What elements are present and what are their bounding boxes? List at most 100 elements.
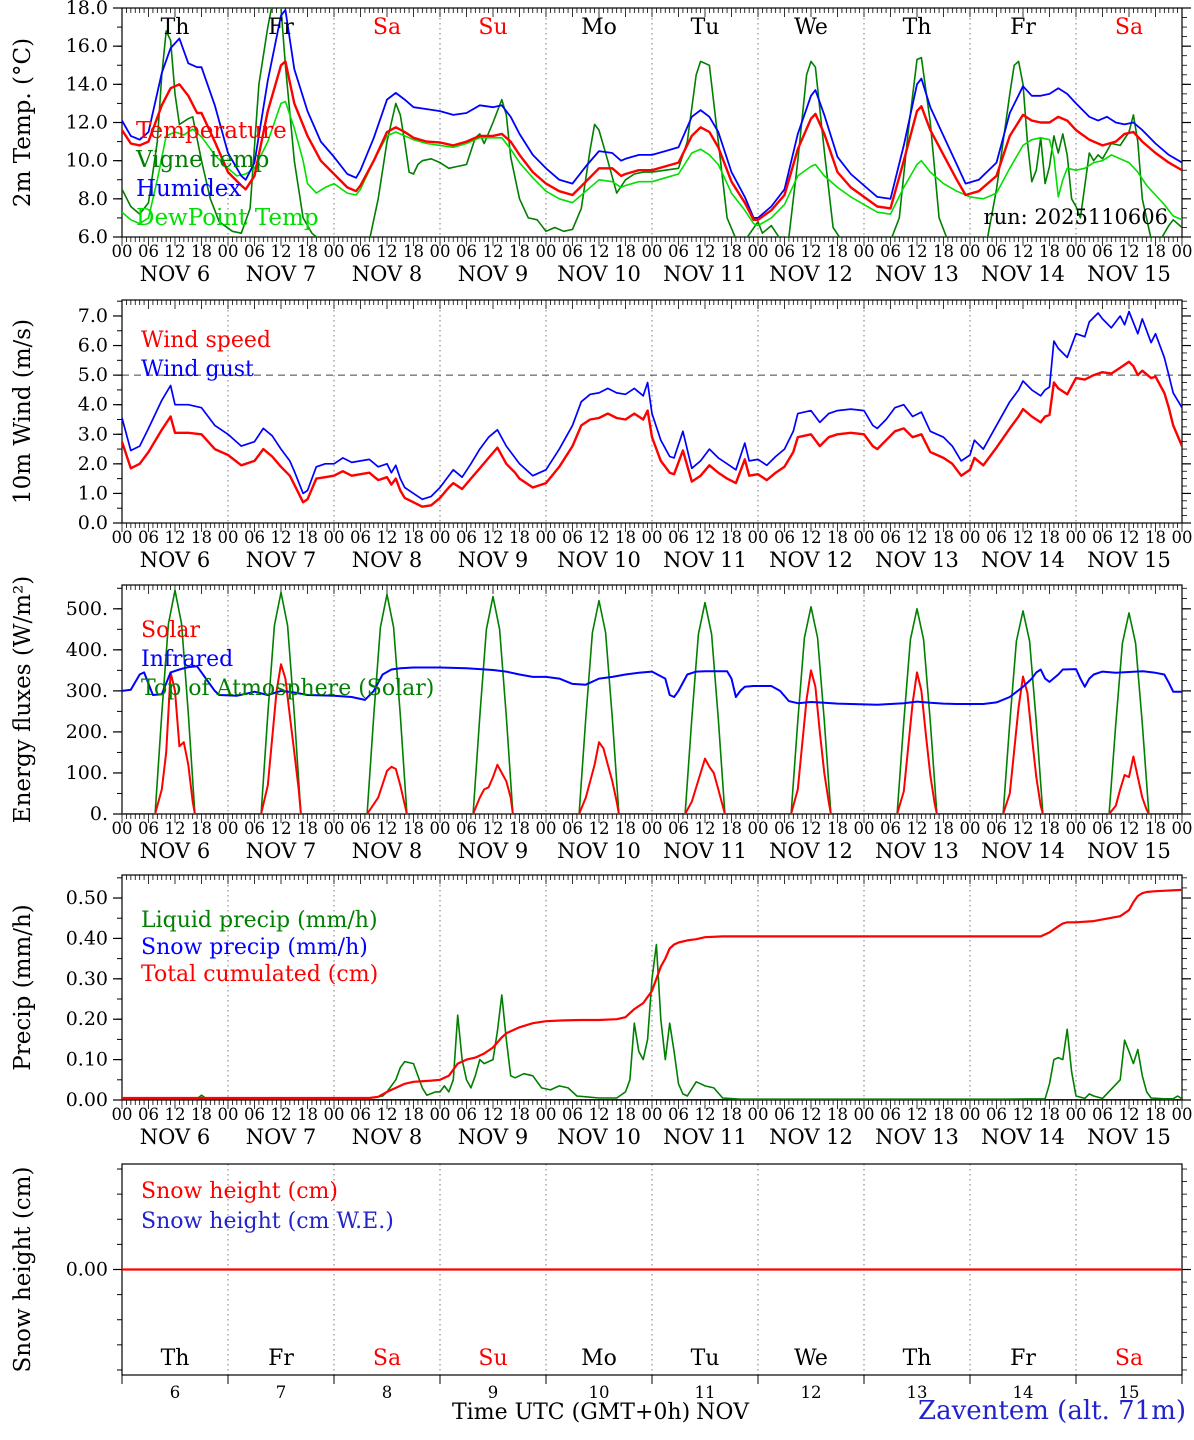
hour-tick-label: 06 [1092,528,1113,547]
hour-tick-label: 12 [1119,819,1140,838]
hour-tick-label: 12 [907,819,928,838]
hour-tick-label: 12 [1013,1105,1034,1124]
hour-tick-label: 18 [509,528,530,547]
day-label: NOV 15 [1087,548,1171,572]
hour-tick-label: 00 [324,242,345,261]
hour-tick-label: 12 [589,528,610,547]
hour-tick-label: 18 [1145,242,1166,261]
hour-tick-label: 18 [297,528,318,547]
hour-tick-label: 06 [986,819,1007,838]
hour-tick-label: 18 [827,528,848,547]
hour-tick-label: 12 [801,1105,822,1124]
hour-tick-label: 18 [403,1105,424,1124]
hour-tick-label: 00 [536,242,557,261]
day-label: NOV 15 [1087,262,1171,286]
energy-panel: 0. 100. 200. 300. 400. 500. Solar Infrared Top o… [10,576,1193,863]
y-tick-label: 6.0 [78,335,108,357]
dow-label-bottom: Tu [691,1346,720,1371]
day-label: NOV 11 [663,548,747,572]
hour-tick-label: 12 [695,819,716,838]
day-label: NOV 13 [875,839,959,863]
hour-tick-label: 12 [589,1105,610,1124]
day-label: NOV 8 [352,1125,422,1149]
y-tick-label: 0.00 [66,1089,108,1111]
hour-tick-label: 12 [271,1105,292,1124]
day-label: NOV 7 [246,1125,316,1149]
hour-tick-label: 06 [668,242,689,261]
day-number: 6 [170,1383,181,1402]
hour-tick-label: 06 [880,528,901,547]
hour-tick-label: 06 [562,242,583,261]
day-label: NOV 9 [458,1125,528,1149]
dow-label-top: Th [161,15,190,40]
hour-tick-label: 00 [642,528,663,547]
legend-liquid-precip-mm-h-: Liquid precip (mm/h) [141,908,378,933]
hour-tick-label: 06 [986,1105,1007,1124]
hour-tick-label: 12 [907,1105,928,1124]
hour-tick-label: 06 [244,1105,265,1124]
hour-tick-label: 18 [827,242,848,261]
hour-tick-label: 00 [748,819,769,838]
day-number: 13 [907,1383,928,1402]
hour-tick-label: 12 [1119,242,1140,261]
hour-tick-label: 18 [509,242,530,261]
y-tick-label: 100. [66,762,108,784]
hour-tick-label: 12 [695,1105,716,1124]
hour-tick-label: 00 [324,819,345,838]
hour-tick-label: 12 [165,242,186,261]
y-tick-label: 3.0 [78,423,108,445]
hour-tick-label: 12 [483,242,504,261]
day-label: NOV 15 [1087,1125,1171,1149]
legend-wind-speed: Wind speed [141,328,271,353]
hour-tick-label: 12 [1013,819,1034,838]
day-label: NOV 10 [557,548,641,572]
legend-wind-gust: Wind gust [141,357,254,382]
y-tick-label: 0.30 [66,968,108,990]
hour-tick-label: 00 [960,242,981,261]
legend-dewpoint-temp: DewPoint Temp [136,205,319,231]
day-label: NOV 14 [981,548,1065,572]
hour-tick-label: 18 [1039,1105,1060,1124]
hour-tick-label: 18 [721,1105,742,1124]
hour-tick-label: 00 [536,1105,557,1124]
hour-tick-label: 18 [509,1105,530,1124]
station-label: Zaventem (alt. 71m) [918,1396,1186,1426]
hour-tick-label: 00 [642,819,663,838]
dow-label-bottom: We [794,1346,828,1371]
day-label: NOV 6 [140,262,210,286]
hour-tick-label: 06 [880,819,901,838]
hour-tick-label: 00 [854,242,875,261]
y-tick-label: 10.0 [66,150,108,172]
day-label: NOV 6 [140,548,210,572]
hour-tick-label: 18 [1039,242,1060,261]
hour-tick-label: 00 [748,528,769,547]
hour-tick-label: 12 [377,242,398,261]
dow-label-top: Sa [1115,15,1143,40]
hour-tick-label: 12 [1119,1105,1140,1124]
hour-tick-label: 12 [589,242,610,261]
hour-tick-label: 00 [854,819,875,838]
dow-label-top: Fr [1010,15,1036,40]
hour-tick-label: 06 [350,819,371,838]
day-number: 8 [382,1383,393,1402]
day-label: NOV 8 [352,839,422,863]
series-temperature [122,60,1182,221]
day-number: 9 [488,1383,499,1402]
hour-tick-label: 00 [430,528,451,547]
legend-temperature: Temperature [136,118,287,144]
dow-label-top: Sa [373,15,401,40]
snow-panel: 0.00 Snow height (cm) Snow height (cm W.E.… [10,1163,1191,1384]
dow-label-bottom: Fr [268,1346,294,1371]
series-top-of-atmosphere-solar- [122,589,1182,814]
dow-label-bottom: Fr [1010,1346,1036,1371]
y-tick-label: 5.0 [78,364,108,386]
day-label: NOV 11 [663,262,747,286]
hour-tick-label: 18 [933,242,954,261]
hour-tick-label: 06 [774,242,795,261]
day-label: NOV 13 [875,1125,959,1149]
hour-tick-label: 12 [483,819,504,838]
legend-solar: Solar [141,618,200,643]
y-axis-title: 10m Wind (m/s) [10,319,36,504]
hour-tick-label: 12 [801,819,822,838]
